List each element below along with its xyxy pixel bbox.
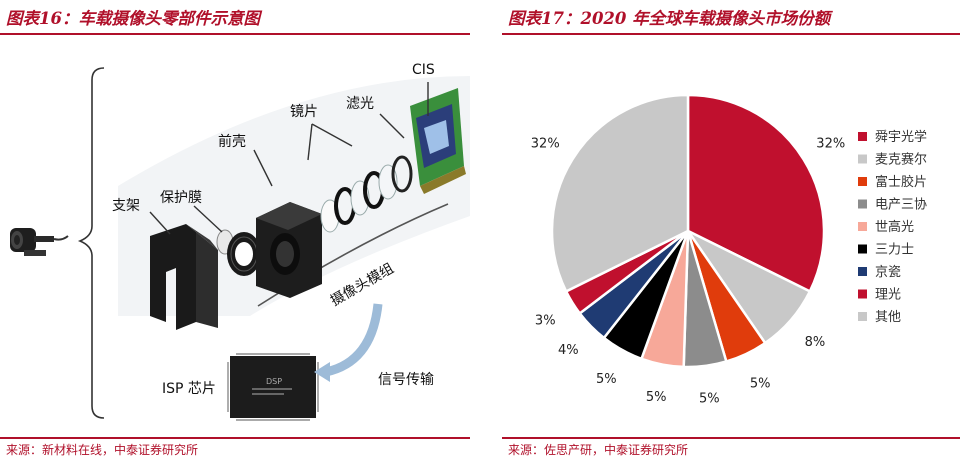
legend-label: 麦克赛尔 bbox=[875, 152, 927, 168]
left-figure-title: 图表16：车载摄像头零部件示意图 bbox=[6, 9, 260, 28]
label-filter: 滤光 bbox=[346, 96, 374, 112]
label-front-shell: 前壳 bbox=[218, 133, 246, 150]
camera-diagram: CIS 滤光 镜片 前壳 保护膜 支架 摄像头模组 DSP 信号传输 ISP 芯… bbox=[10, 62, 470, 421]
pie-data-label: 5% bbox=[750, 377, 771, 392]
right-title-rule bbox=[502, 33, 960, 35]
legend-swatch bbox=[858, 244, 867, 254]
pie-slice-9 bbox=[550, 93, 690, 294]
label-lens: 镜片 bbox=[290, 104, 318, 120]
cis-sensor-board-icon bbox=[410, 88, 466, 194]
front-shell-ring-icon bbox=[227, 232, 261, 276]
legend-label: 京瓷 bbox=[875, 265, 901, 280]
legend-label: 富士胶片 bbox=[875, 174, 927, 190]
legend-label: 舜宇光学 bbox=[875, 129, 927, 145]
left-source-note: 来源：新材料在线，中泰证券研究所 bbox=[6, 443, 199, 457]
label-protective-film: 保护膜 bbox=[160, 190, 202, 206]
film-leader-line bbox=[193, 205, 223, 233]
legend-label: 世高光 bbox=[875, 219, 914, 235]
pie-data-label: 5% bbox=[596, 372, 617, 387]
label-bracket: 支架 bbox=[112, 198, 140, 214]
filter-leader-line bbox=[379, 113, 405, 139]
label-signal: 信号传输 bbox=[378, 372, 434, 388]
pie-data-label: 4% bbox=[558, 343, 579, 358]
lens-stack-icon bbox=[320, 155, 413, 233]
legend-swatch bbox=[858, 132, 867, 141]
front-shell-leader-line bbox=[253, 149, 273, 187]
isp-chip-icon: DSP bbox=[227, 353, 319, 421]
lens-leader-line-b bbox=[311, 123, 353, 147]
right-figure-title: 图表17：2020 年全球车载摄像头市场份额 bbox=[508, 9, 831, 28]
pie-data-label: 5% bbox=[699, 392, 720, 407]
legend-swatch bbox=[858, 177, 867, 186]
legend-swatch bbox=[858, 312, 867, 321]
right-source-note: 来源：佐思产研，中泰证券研究所 bbox=[508, 443, 689, 457]
label-isp-chip: ISP 芯片 bbox=[162, 381, 216, 397]
right-figure-panel: 图表17：2020 年全球车载摄像头市场份额 32% 8% 5% 5% 5% 5% 4% 3%… bbox=[502, 0, 960, 469]
right-source-rule bbox=[502, 437, 960, 439]
pie-data-label: 32% bbox=[816, 136, 845, 151]
left-title-rule bbox=[0, 33, 470, 35]
signal-arrow-icon bbox=[324, 303, 383, 377]
left-source-rule bbox=[0, 437, 470, 439]
grouping-brace bbox=[77, 67, 105, 419]
bracket-leader-line bbox=[149, 211, 171, 235]
legend-swatch bbox=[858, 199, 867, 209]
market-share-pie-chart: 32% 8% 5% 5% 5% 5% 4%3% 32% 舜宇光学麦克赛尔富士胶片电产三协世高光… bbox=[531, 93, 927, 407]
chip-brand-mark: DSP bbox=[266, 377, 282, 386]
car-camera-device-icon bbox=[10, 228, 69, 256]
pie-data-label: 3% bbox=[535, 314, 556, 329]
bracket-part-icon bbox=[150, 224, 218, 330]
left-figure-panel: 图表16：车载摄像头零部件示意图 bbox=[0, 0, 470, 469]
legend-swatch bbox=[858, 289, 867, 299]
front-shell-housing-icon bbox=[256, 202, 322, 298]
legend-swatch bbox=[858, 222, 867, 231]
legend-label: 理光 bbox=[875, 288, 901, 303]
pie-data-label: 5% bbox=[646, 390, 667, 405]
pie-slice-1 bbox=[686, 93, 826, 294]
pie-data-label: 32% bbox=[531, 136, 560, 151]
legend-label: 电产三协 bbox=[875, 198, 927, 213]
pie-data-label: 8% bbox=[805, 335, 826, 350]
legend-swatch bbox=[858, 154, 867, 164]
legend-swatch bbox=[858, 267, 867, 276]
lens-leader-line-a bbox=[307, 123, 313, 161]
label-cis: CIS bbox=[412, 62, 435, 78]
legend-label: 三力士 bbox=[875, 243, 914, 258]
legend-label: 其他 bbox=[875, 310, 901, 325]
